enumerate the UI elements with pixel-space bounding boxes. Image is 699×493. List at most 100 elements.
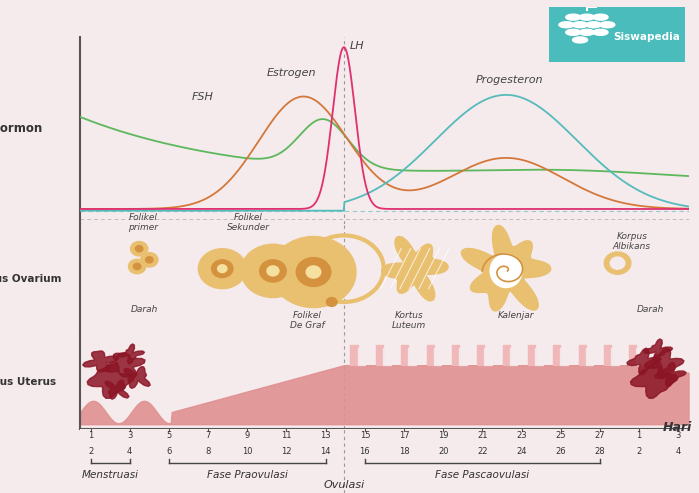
Text: LH: LH [350, 41, 365, 51]
Polygon shape [644, 339, 672, 361]
Circle shape [586, 22, 601, 28]
Text: Estrogen: Estrogen [267, 68, 317, 78]
Polygon shape [604, 345, 611, 365]
Text: 9: 9 [245, 431, 250, 440]
Text: 6: 6 [166, 447, 171, 456]
Polygon shape [350, 345, 358, 365]
Ellipse shape [199, 248, 246, 289]
Text: 15: 15 [359, 431, 370, 440]
Polygon shape [484, 348, 492, 365]
Text: 18: 18 [398, 447, 410, 456]
Ellipse shape [129, 259, 146, 274]
Text: Folikel
De Graf: Folikel De Graf [290, 311, 325, 330]
Text: Siswapedia: Siswapedia [614, 32, 680, 42]
Polygon shape [383, 348, 391, 365]
Ellipse shape [217, 265, 227, 273]
Text: 17: 17 [398, 431, 410, 440]
Polygon shape [459, 348, 466, 365]
Polygon shape [636, 348, 644, 365]
Circle shape [572, 22, 588, 28]
Text: 23: 23 [517, 431, 527, 440]
Polygon shape [118, 344, 145, 364]
Text: 4: 4 [676, 447, 681, 456]
Text: 5: 5 [166, 431, 171, 440]
Text: 10: 10 [242, 447, 252, 456]
Ellipse shape [145, 257, 153, 263]
Polygon shape [106, 380, 129, 399]
Ellipse shape [241, 244, 305, 298]
Polygon shape [553, 345, 561, 365]
Polygon shape [358, 348, 365, 365]
Polygon shape [382, 237, 448, 301]
Text: Kalenjar: Kalenjar [498, 311, 535, 320]
Text: 3: 3 [127, 431, 132, 440]
Polygon shape [376, 345, 383, 365]
Polygon shape [87, 362, 134, 398]
Polygon shape [124, 367, 150, 388]
Circle shape [593, 14, 608, 20]
Text: 24: 24 [517, 447, 527, 456]
Circle shape [565, 14, 581, 20]
Text: 20: 20 [438, 447, 449, 456]
Polygon shape [82, 351, 118, 372]
Text: 1: 1 [637, 431, 642, 440]
Text: FSH: FSH [192, 92, 214, 102]
Polygon shape [433, 348, 441, 365]
Text: Kortus
Luteum: Kortus Luteum [391, 311, 426, 330]
Ellipse shape [610, 257, 625, 269]
Polygon shape [535, 348, 542, 365]
Text: 21: 21 [477, 431, 488, 440]
Text: 1: 1 [88, 431, 93, 440]
Text: 12: 12 [281, 447, 291, 456]
Text: Siklus Uterus: Siklus Uterus [0, 377, 57, 387]
Text: 14: 14 [320, 447, 331, 456]
Text: Hari: Hari [663, 421, 692, 434]
Text: 22: 22 [477, 447, 488, 456]
Ellipse shape [140, 252, 158, 267]
Polygon shape [627, 348, 661, 375]
Circle shape [579, 14, 594, 20]
Polygon shape [490, 254, 522, 287]
Text: 19: 19 [438, 431, 449, 440]
Ellipse shape [326, 297, 337, 307]
Polygon shape [461, 225, 551, 311]
Text: Fase Pascaovulasi: Fase Pascaovulasi [435, 470, 529, 480]
Polygon shape [579, 345, 586, 365]
Ellipse shape [306, 266, 321, 278]
Circle shape [565, 30, 581, 35]
Polygon shape [503, 345, 510, 365]
Text: Darah: Darah [131, 305, 159, 315]
Text: Ovulasi: Ovulasi [323, 480, 365, 490]
Text: 2: 2 [637, 447, 642, 456]
Text: 11: 11 [281, 431, 291, 440]
Text: 27: 27 [595, 431, 605, 440]
Text: 16: 16 [359, 447, 370, 456]
Polygon shape [105, 353, 145, 377]
Text: 28: 28 [595, 447, 605, 456]
Ellipse shape [212, 260, 233, 278]
Ellipse shape [604, 252, 630, 274]
Circle shape [559, 22, 574, 28]
Text: Fase Praovulasi: Fase Praovulasi [207, 470, 288, 480]
Circle shape [579, 30, 594, 35]
Ellipse shape [134, 263, 141, 270]
Text: Hormon: Hormon [0, 122, 43, 135]
Polygon shape [426, 345, 433, 365]
Ellipse shape [267, 266, 279, 276]
Text: 13: 13 [320, 431, 331, 440]
Polygon shape [528, 345, 535, 365]
Text: 4: 4 [127, 447, 132, 456]
Polygon shape [644, 348, 684, 379]
Circle shape [593, 30, 608, 35]
Ellipse shape [136, 246, 143, 252]
Text: Korpus
Albikans: Korpus Albikans [613, 232, 651, 251]
Ellipse shape [260, 260, 287, 282]
Text: 2: 2 [88, 447, 93, 456]
Polygon shape [586, 348, 593, 365]
Text: 7: 7 [206, 431, 211, 440]
Polygon shape [630, 362, 678, 398]
Ellipse shape [131, 242, 147, 256]
Text: 25: 25 [556, 431, 566, 440]
Circle shape [572, 37, 588, 43]
Ellipse shape [271, 237, 356, 308]
